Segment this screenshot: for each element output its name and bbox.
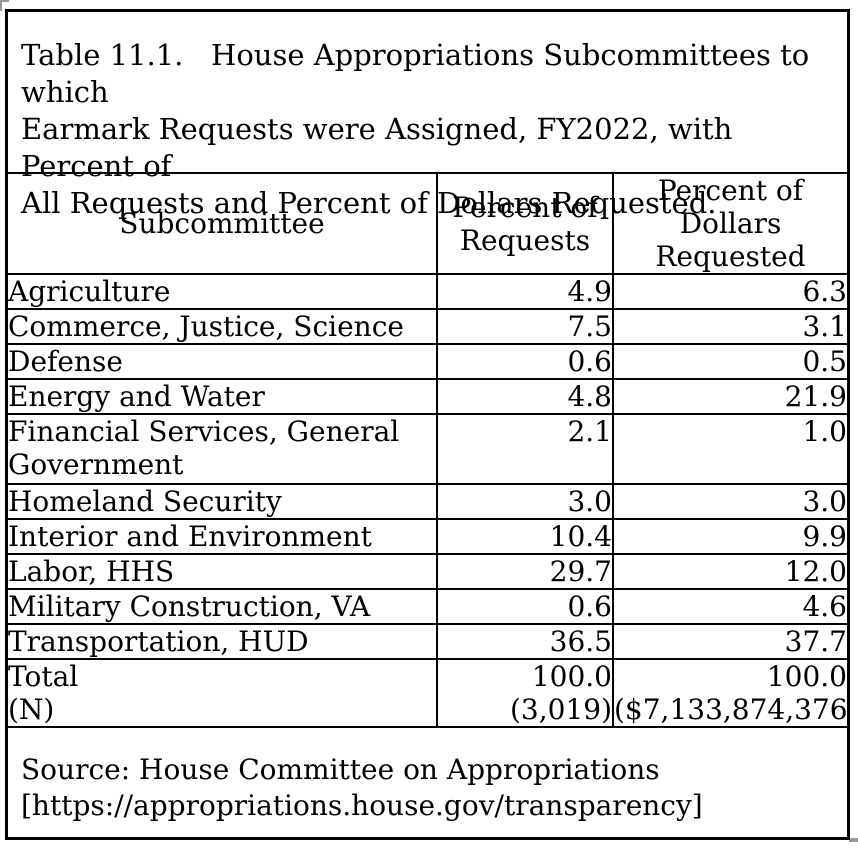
table-title-line-2: Earmark Requests were Assigned, FY2022, … — [21, 112, 733, 183]
percent-dollars-value: 3.1 — [612, 308, 847, 345]
table-row: Financial Services, General Government 2… — [8, 413, 847, 485]
percent-dollars-value: 4.6 — [612, 588, 847, 625]
subcommittee-name: Agriculture — [8, 273, 438, 310]
subcommittee-name: Labor, HHS — [8, 553, 438, 590]
percent-requests-value: 0.6 — [436, 343, 614, 380]
table-row: Defense 0.6 0.5 — [8, 343, 847, 380]
subcommittee-name: Homeland Security — [8, 483, 438, 520]
source-note-line-2: [https://appropriations.house.gov/transp… — [21, 789, 703, 822]
percent-dollars-value: 21.9 — [612, 378, 847, 415]
percent-requests-value: 4.8 — [436, 378, 614, 415]
total-percent-requests-cell: 100.0 (3,019) — [436, 658, 614, 728]
table-title-line-1: Table 11.1. House Appropriations Subcomm… — [21, 38, 810, 109]
table-row: Energy and Water 4.8 21.9 — [8, 378, 847, 415]
percent-requests-value: 7.5 — [436, 308, 614, 345]
subcommittee-name: Energy and Water — [8, 378, 438, 415]
source-note: Source: House Committee on Appropriation… — [8, 728, 847, 824]
page-crop-artifact-top-left — [0, 0, 9, 11]
subcommittee-name: Defense — [8, 343, 438, 380]
table-row: Homeland Security 3.0 3.0 — [8, 483, 847, 520]
table-row: Military Construction, VA 0.6 4.6 — [8, 588, 847, 625]
subcommittee-name: Transportation, HUD — [8, 623, 438, 660]
total-n-label: (N) — [8, 693, 55, 726]
total-label-cell: Total (N) — [8, 658, 438, 728]
total-percent-dollars: 100.0 — [766, 660, 847, 693]
total-row: Total (N) 100.0 (3,019) 100.0 ($7,133,87… — [8, 658, 847, 728]
table-row: Interior and Environment 10.4 9.9 — [8, 518, 847, 555]
percent-requests-value: 2.1 — [436, 413, 614, 485]
table-row: Commerce, Justice, Science 7.5 3.1 — [8, 308, 847, 345]
page-crop-artifact-bottom-right — [849, 838, 858, 842]
table-title: Table 11.1. House Appropriations Subcomm… — [8, 12, 847, 220]
total-n-dollars: ($7,133,874,376) — [614, 693, 847, 726]
percent-dollars-value: 12.0 — [612, 553, 847, 590]
percent-dollars-value: 9.9 — [612, 518, 847, 555]
percent-dollars-value: 6.3 — [612, 273, 847, 310]
source-note-line-1: Source: House Committee on Appropriation… — [21, 753, 660, 786]
percent-requests-value: 3.0 — [436, 483, 614, 520]
col-header-percent-dollars: Percent of Dollars Requested — [612, 172, 847, 275]
subcommittee-name: Interior and Environment — [8, 518, 438, 555]
table-row: Transportation, HUD 36.5 37.7 — [8, 623, 847, 660]
percent-requests-value: 29.7 — [436, 553, 614, 590]
percent-dollars-value: 1.0 — [612, 413, 847, 485]
subcommittee-name: Military Construction, VA — [8, 588, 438, 625]
table-frame: Table 11.1. House Appropriations Subcomm… — [5, 9, 850, 840]
percent-requests-value: 10.4 — [436, 518, 614, 555]
col-header-percent-requests: Percent of Requests — [436, 172, 614, 275]
total-percent-dollars-cell: 100.0 ($7,133,874,376) — [612, 658, 847, 728]
percent-dollars-value: 3.0 — [612, 483, 847, 520]
subcommittee-name: Financial Services, General Government — [8, 413, 438, 485]
subcommittee-name: Commerce, Justice, Science — [8, 308, 438, 345]
table-row: Agriculture 4.9 6.3 — [8, 273, 847, 310]
header-row: Subcommittee Percent of Requests Percent… — [8, 172, 847, 275]
percent-requests-value: 4.9 — [436, 273, 614, 310]
percent-dollars-value: 37.7 — [612, 623, 847, 660]
col-header-subcommittee: Subcommittee — [8, 172, 438, 275]
earmark-table: Subcommittee Percent of Requests Percent… — [8, 172, 847, 728]
percent-dollars-value: 0.5 — [612, 343, 847, 380]
total-n-requests: (3,019) — [509, 693, 612, 726]
table-row: Labor, HHS 29.7 12.0 — [8, 553, 847, 590]
percent-requests-value: 36.5 — [436, 623, 614, 660]
percent-requests-value: 0.6 — [436, 588, 614, 625]
total-percent-requests: 100.0 — [531, 660, 612, 693]
total-label: Total — [8, 660, 79, 693]
